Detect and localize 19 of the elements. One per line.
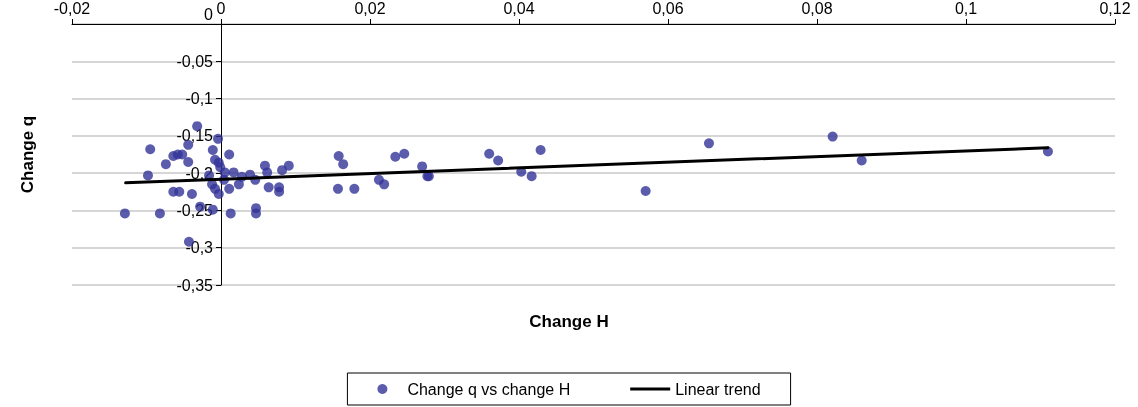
- y-tick-label: -0,05: [176, 52, 214, 70]
- x-axis-title: Change H: [529, 312, 609, 331]
- legend-label: Change q vs change H: [407, 380, 571, 398]
- y-tick-label: -0,3: [185, 239, 214, 257]
- y-tick-label: -0,25: [176, 201, 214, 219]
- x-tick-label: 0,06: [652, 0, 684, 17]
- x-tick-label: 0,1: [954, 0, 978, 17]
- x-tick-label: -0,02: [53, 0, 91, 17]
- x-tick-label: 0,12: [1099, 0, 1131, 17]
- y-tick-label: -0,1: [185, 90, 214, 108]
- y-axis-title: Change q: [18, 115, 37, 194]
- x-tick-label: 0,08: [801, 0, 833, 17]
- x-tick-label: 0: [216, 0, 226, 17]
- legend-label: Linear trend: [675, 380, 761, 398]
- x-tick-label: 0,02: [354, 0, 386, 17]
- y-tick-label: -0,2: [185, 164, 214, 182]
- y-tick-label: -0,15: [176, 127, 214, 145]
- y-tick-label: -0,35: [176, 276, 214, 294]
- x-tick-label: 0,04: [503, 0, 535, 17]
